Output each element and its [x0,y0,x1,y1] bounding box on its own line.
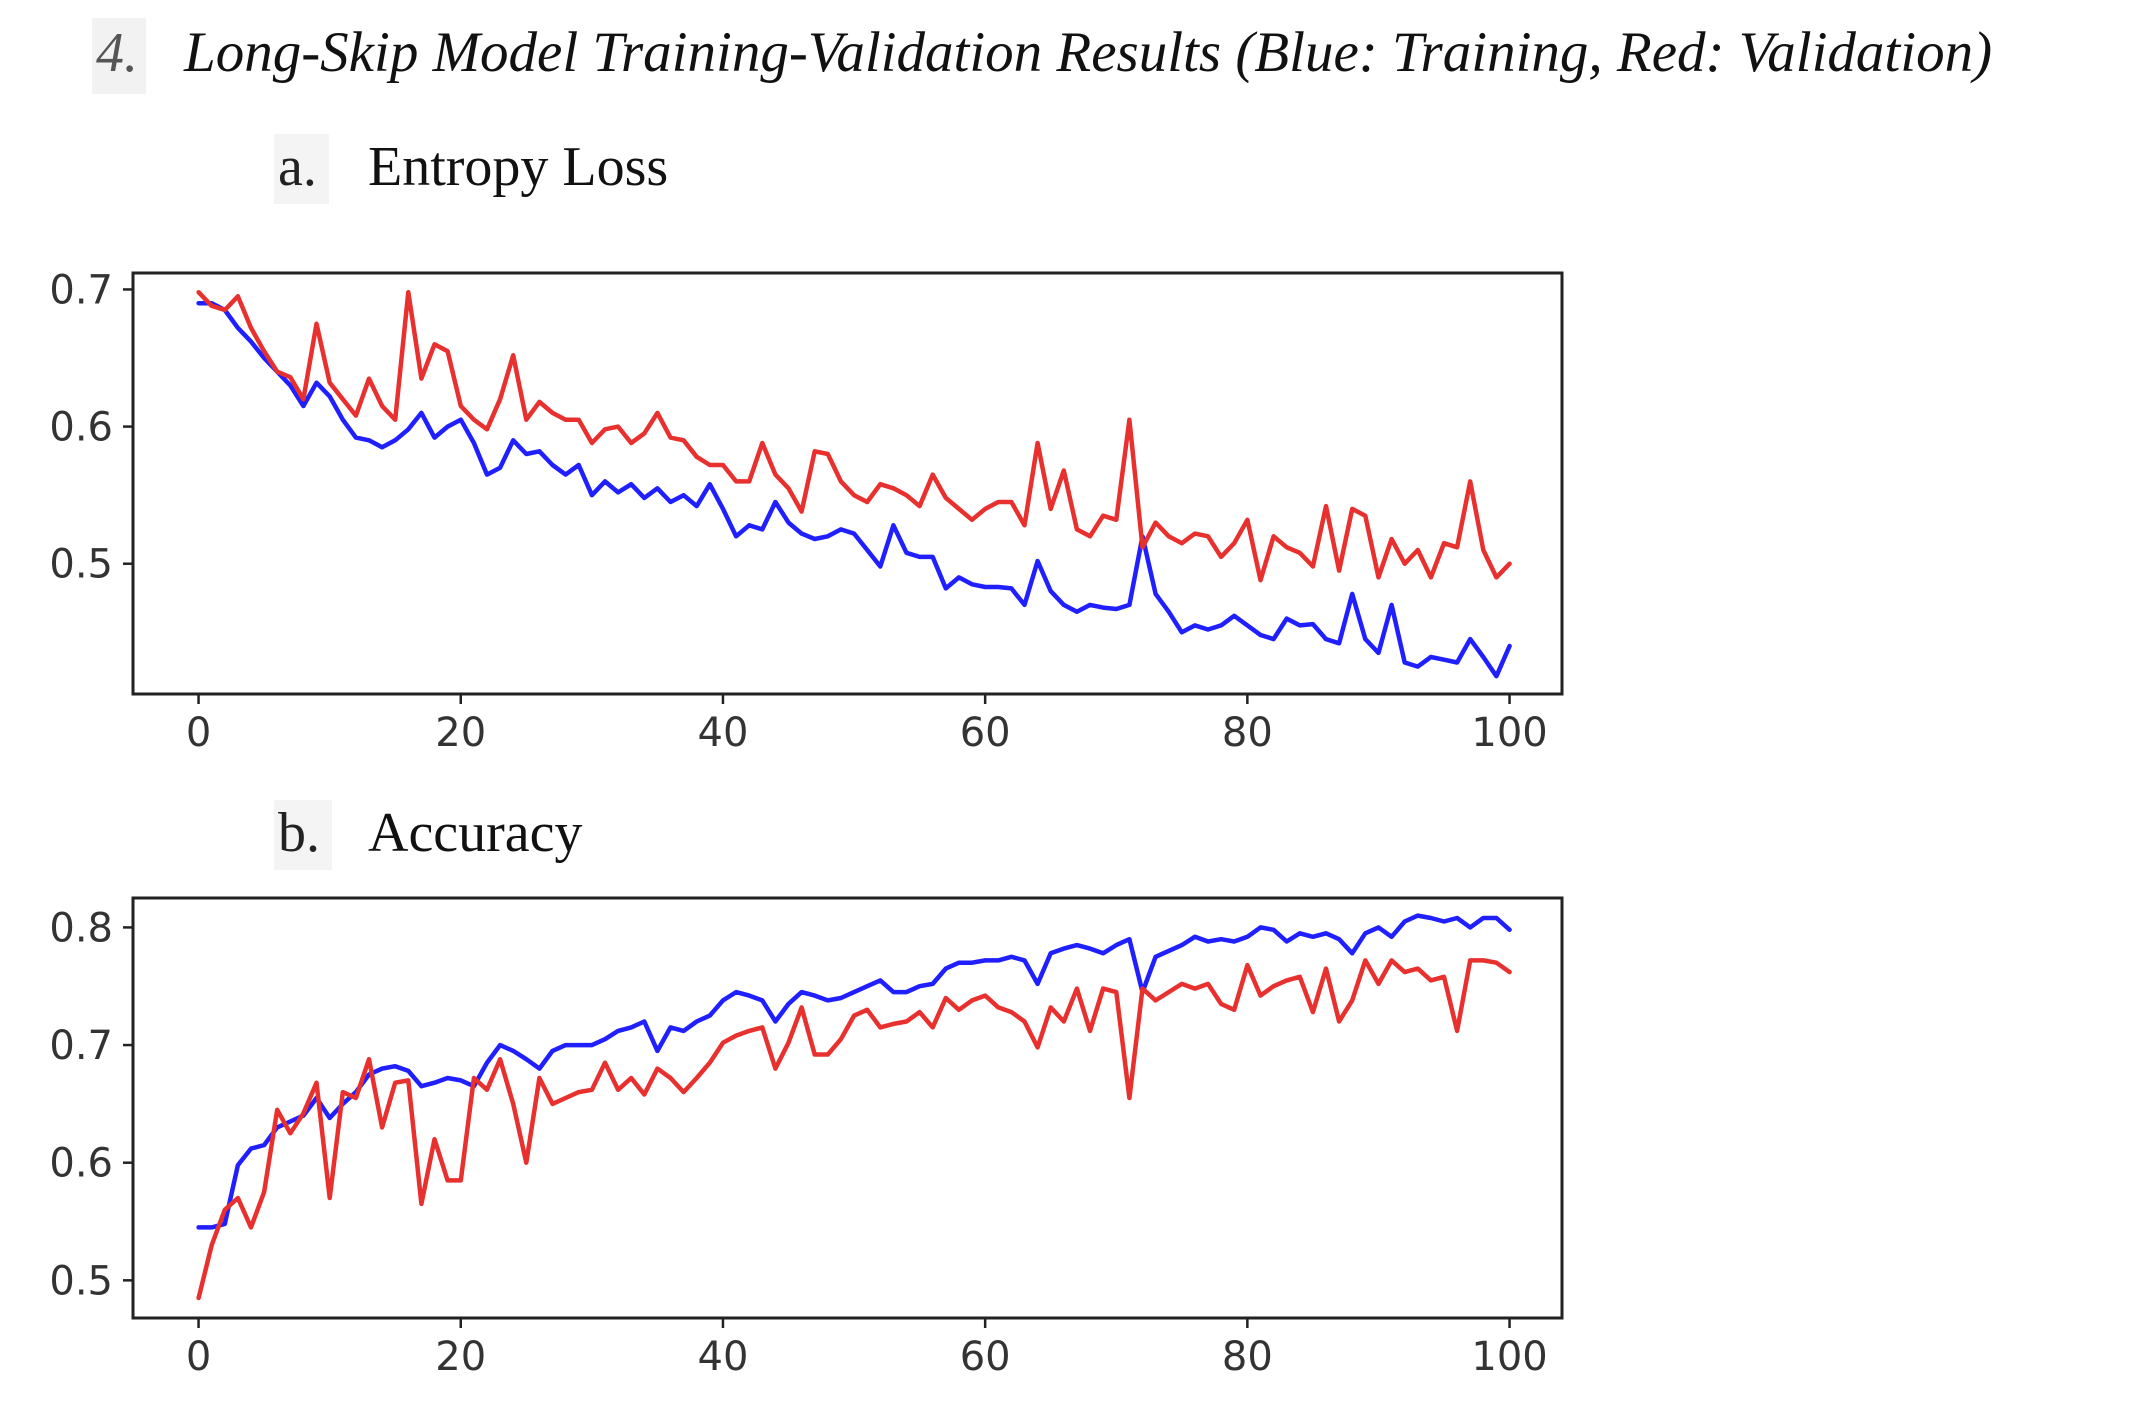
chart1-series-training-line [196,913,1512,1230]
chart0-y-tick-label: 0.5 [49,542,113,588]
entropy-loss-chart: 0 20 40 60 80 100 0.5 0.6 0.7 [49,267,1564,756]
chart1-x-tick-label: 20 [435,1334,486,1380]
section-b-title: Accuracy [368,802,583,864]
chart1-series-validation-line [196,958,1512,1301]
chart0-x-tick-label: 60 [960,710,1011,756]
chart0-x-tick-label: 20 [435,710,486,756]
chart0-x-tick-label: 100 [1471,710,1547,756]
chart0-x-tick-label: 0 [186,710,211,756]
chart1-x-tick-label: 40 [698,1334,749,1380]
chart0-series-validation-line [196,289,1512,583]
chart1-x-tick-label: 100 [1471,1334,1547,1380]
chart1-y-tick-label: 0.6 [49,1141,113,1187]
chart1-axes-frame [131,896,1564,1320]
chart0-y-tick-label: 0.6 [49,405,113,451]
chart1-x-tick-label: 0 [186,1334,211,1380]
chart1-y-tick-label: 0.8 [49,905,113,951]
chart0-axes-frame [131,271,1564,696]
heading-number: 4. [92,18,146,94]
page-title: Long-Skip Model Training-Validation Resu… [184,21,1993,84]
chart1-x-tick-label: 60 [960,1334,1011,1380]
chart0-series-training-line [196,300,1512,679]
chart1-x-tick-label: 80 [1222,1334,1273,1380]
chart1-y-tick-label: 0.5 [49,1258,113,1304]
section-a-title: Entropy Loss [368,136,669,198]
section-a-letter: a. [274,134,329,204]
chart1-y-tick-label: 0.7 [49,1023,113,1069]
chart0-x-tick-label: 40 [698,710,749,756]
chart0-y-tick-label: 0.7 [49,267,113,313]
chart0-x-tick-label: 80 [1222,710,1273,756]
section-b-letter: b. [274,800,332,870]
accuracy-chart: 0 20 40 60 80 100 0.5 0.6 0.7 0.8 [49,896,1564,1380]
